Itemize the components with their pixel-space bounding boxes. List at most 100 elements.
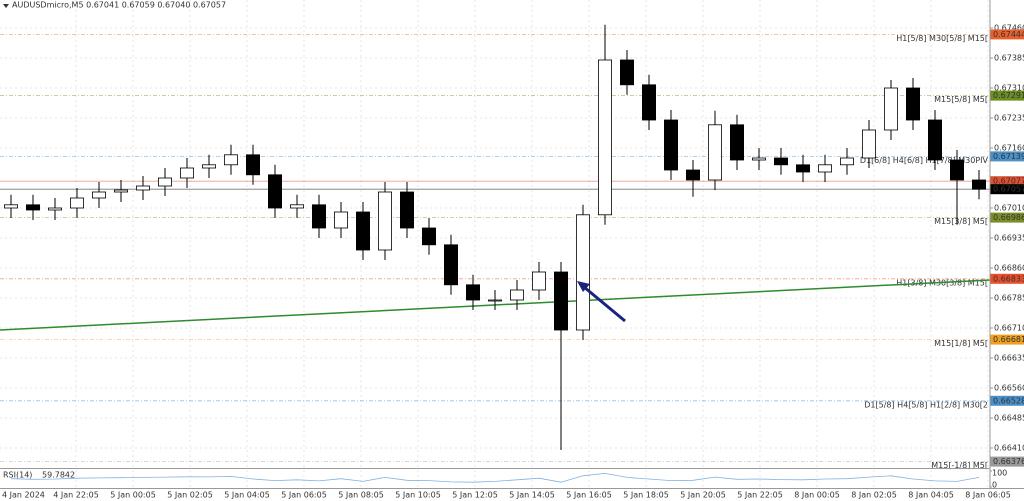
candle-body [642,84,657,121]
candle-body [245,154,260,176]
time-axis: 4 Jan 2024 4 Jan 22:05 5 Jan 00:05 5 Jan 02… [2,491,1011,500]
candle-body [399,191,414,229]
y-tick-label: 0.66860 [994,264,1024,273]
y-tick-label: 0.66785 [994,294,1024,303]
rsi-label: RSI(14) [3,471,32,480]
candle-body [267,174,282,209]
price-tag-label: 0.67077 [993,177,1024,186]
candle-body [840,157,855,166]
candle-body [92,191,107,199]
price-tag-label: 0.67291 [993,91,1024,100]
candle-body [157,177,172,187]
level-label: H1[5/8] M30[5/8] M15[ [896,34,988,43]
candle-body [620,59,635,86]
candle-body [509,289,524,301]
x-tick-label: 5 Jan 14:05 [509,491,555,500]
candle-body [421,227,436,246]
level-label: M15[-1/8] M5[ [931,461,988,470]
price-tag-label: 0.66833 [993,274,1024,283]
candle-body [686,169,701,181]
x-tick-label: 5 Jan 12:05 [452,491,498,500]
candle-body [135,185,150,191]
y-tick-label: 0.66485 [994,414,1024,423]
y-tick-label: 0.66710 [994,324,1024,333]
candle-body [377,191,392,251]
x-tick-label: 5 Jan 00:05 [110,491,156,500]
chart-title: AUDUSDmicro,M5 0.67041 0.67059 0.67040 0… [12,1,226,10]
price-tag [990,151,1024,162]
menu-triangle [3,4,9,8]
price-tag [990,184,1024,195]
price-tag-label: 0.66376 [993,457,1024,466]
x-tick-label: 5 Jan 20:05 [680,491,726,500]
candle-body [554,271,569,331]
candle-body [730,124,745,161]
candle-body [818,164,833,173]
x-tick-label: 5 Jan 18:05 [623,491,669,500]
candle-body [752,157,767,161]
y-tick-label: 0.67010 [994,204,1024,213]
candle-body [289,204,304,209]
x-tick-label: 4 Jan 22:05 [53,491,99,500]
arrow-annotation [577,281,626,323]
candle-body [114,189,129,193]
candle-body [598,59,613,216]
candle-body [774,157,789,166]
y-tick-label: 0.67310 [994,84,1024,93]
candle-body [796,164,811,173]
level-label: D1[6/8] H4[6/8] H1[7/8] M30PIV [860,156,989,165]
candle-body [972,179,987,190]
price-tag-label: 0.67057 [993,185,1024,194]
x-tick-label: 8 Jan 00:05 [794,491,840,500]
candle-body [465,284,480,301]
level-label: D1[5/8] H4[5/8] H1[2/8] M30[2 [864,400,988,409]
x-tick-label: 5 Jan 08:05 [338,491,384,500]
grid [0,0,993,488]
price-tag [990,334,1024,345]
candle-body [487,299,502,302]
x-tick-label: 8 Jan 04:05 [908,491,954,500]
candle-body [928,119,943,161]
price-tag [990,395,1024,406]
candle-body [708,124,723,181]
candle-body [355,211,370,251]
candle-body [201,164,216,169]
candle-body [25,204,40,211]
candle-body [576,214,591,331]
price-tag-label: 0.66681 [993,335,1024,344]
levels: H1[5/8] M30[5/8] M15[M15[5/8] M5[D1[6/8]… [0,34,991,470]
rsi-tick-label: 100 [992,469,1007,478]
price-tag-label: 0.67444 [993,30,1024,39]
x-tick-label: 5 Jan 10:05 [395,491,441,500]
price-tag [990,456,1024,467]
candle-body [70,197,85,209]
level-label: M15[1/8] M5[ [934,339,988,348]
x-tick-label: 4 Jan 2024 [2,491,45,500]
rsi-line [10,472,980,483]
candles [4,24,987,450]
y-tick-label: 0.66410 [994,444,1024,453]
y-tick-label: 0.67235 [994,114,1024,123]
x-tick-label: 5 Jan 02:05 [167,491,213,500]
candle-body [884,87,899,131]
y-tick-label: 0.67385 [994,54,1024,63]
price-tag [990,29,1024,40]
x-tick-label: 5 Jan 06:05 [281,491,327,500]
price-tag-label: 0.66986 [993,213,1024,222]
level-label: M15[3/8] M5[ [934,217,988,226]
candle-body [950,159,965,181]
x-tick-label: 8 Jan 06:05 [965,491,1011,500]
x-tick-label: 5 Jan 04:05 [224,491,270,500]
candle-body [443,244,458,286]
y-tick-label: 0.66935 [994,234,1024,243]
candle-body [179,167,194,179]
candle-body [862,129,877,159]
rsi-panel: RSI(14) 59.7842 100 0 [3,469,1007,490]
price-tag-label: 0.67139 [993,152,1024,161]
y-tick-label: 0.66635 [994,354,1024,363]
price-tag-label: 0.66528 [993,396,1024,405]
price-axis: 0.67460 0.67385 0.67310 0.67235 0.67160 0.670… [990,24,1024,467]
candle-body [333,211,348,229]
price-tag [990,176,1024,187]
